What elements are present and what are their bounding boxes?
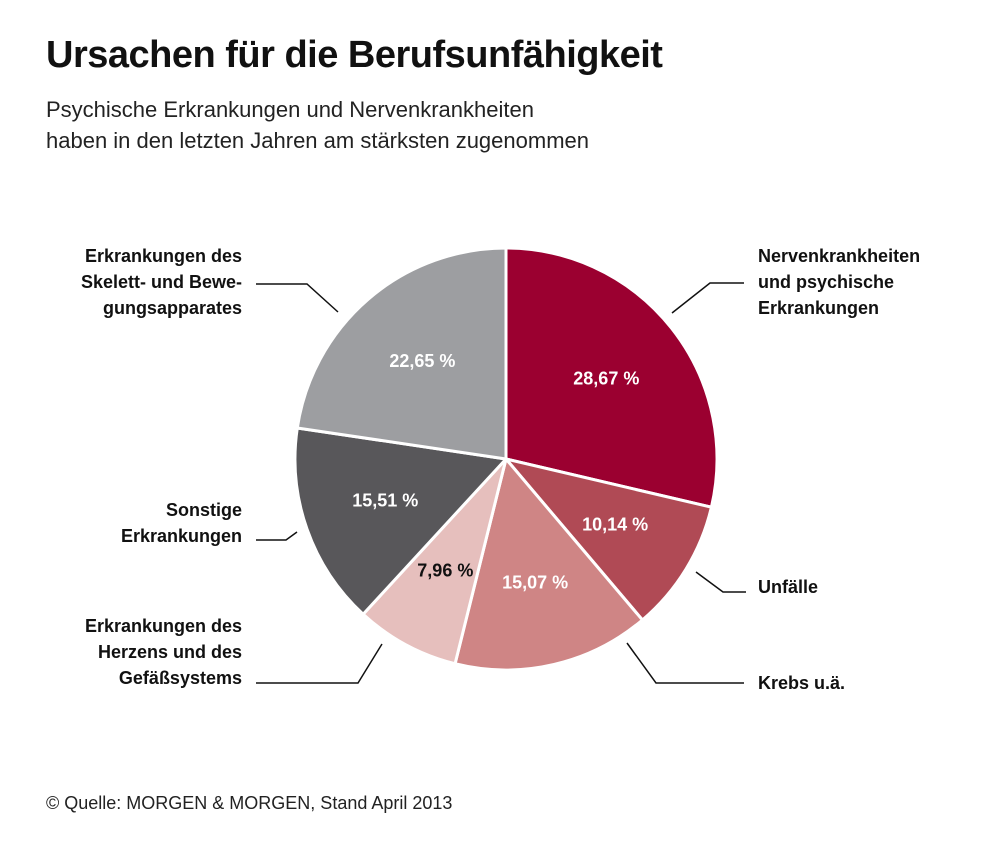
pie-slice-skelett — [295, 246, 508, 461]
label-krebs: Krebs u.ä. — [758, 670, 845, 696]
pie-slice-unfaelle — [504, 457, 713, 622]
pie-slice-nervenkrankheiten — [504, 246, 719, 509]
label-line: Gefäßsystems — [118, 668, 242, 688]
label-line: gungsapparates — [102, 298, 242, 318]
label-nervenkrankheiten: Nervenkrankheiten und psychische Erkrank… — [758, 243, 920, 321]
leader-line-herz — [256, 643, 383, 684]
label-line: Erkrankungen — [120, 526, 242, 546]
label-line: Sonstige — [165, 500, 242, 520]
label-unfaelle: Unfälle — [758, 574, 818, 600]
label-line: Erkrankungen des — [84, 246, 242, 266]
value-label-herz: 7,96 % — [417, 560, 473, 580]
value-label-skelett: 22,65 % — [389, 351, 455, 371]
label-line: Skelett- und Bewe- — [80, 272, 242, 292]
value-label-krebs: 15,07 % — [502, 572, 568, 592]
leader-line-sonstige — [256, 531, 298, 541]
label-line: Unfälle — [758, 577, 819, 597]
label-line: Krebs u.ä. — [758, 673, 846, 693]
pie-slice-herz — [361, 457, 508, 666]
pie-value-labels: 28,67 % 10,14 % 15,07 % 7,96 % 15,51 % 22,65 … — [352, 351, 648, 593]
label-skelett: Erkrankungen des Skelett- und Bewe- gung… — [81, 243, 242, 321]
label-line: und psychische — [758, 272, 895, 292]
value-label-unfaelle: 10,14 % — [582, 515, 648, 535]
pie-slice-krebs — [453, 457, 644, 672]
chart-subtitle: Psychische Erkrankungen und Nervenkrankh… — [46, 94, 589, 156]
source-note: © Quelle: MORGEN & MORGEN, Stand April 2… — [46, 793, 453, 813]
label-line: Erkrankungen des — [84, 616, 242, 636]
subtitle-line-1: Psychische Erkrankungen und Nervenkrankh… — [46, 97, 534, 122]
subtitle-line-2: haben in den letzten Jahren am stärksten… — [46, 128, 589, 153]
label-line: Herzens und des — [97, 642, 242, 662]
chart-title: Ursachen für die Berufsunfähigkeit — [46, 34, 663, 76]
label-herz: Erkrankungen des Herzens und des Gefäßsy… — [85, 613, 242, 691]
value-label-sonstige: 15,51 % — [352, 490, 418, 510]
leader-lines — [256, 282, 746, 684]
pie-slices — [293, 246, 719, 672]
pie-slice-sonstige — [293, 426, 508, 616]
label-sonstige: Sonstige Erkrankungen — [121, 497, 242, 549]
label-line: Erkrankungen — [758, 298, 880, 318]
leader-line-skelett — [256, 283, 339, 313]
label-line: Nervenkrankheiten — [758, 246, 921, 266]
leader-line-unfaelle — [695, 571, 746, 593]
leader-line-nervenkrankheiten — [671, 282, 744, 314]
value-label-nervenkrankheiten: 28,67 % — [573, 368, 639, 388]
leader-line-krebs — [626, 642, 744, 684]
